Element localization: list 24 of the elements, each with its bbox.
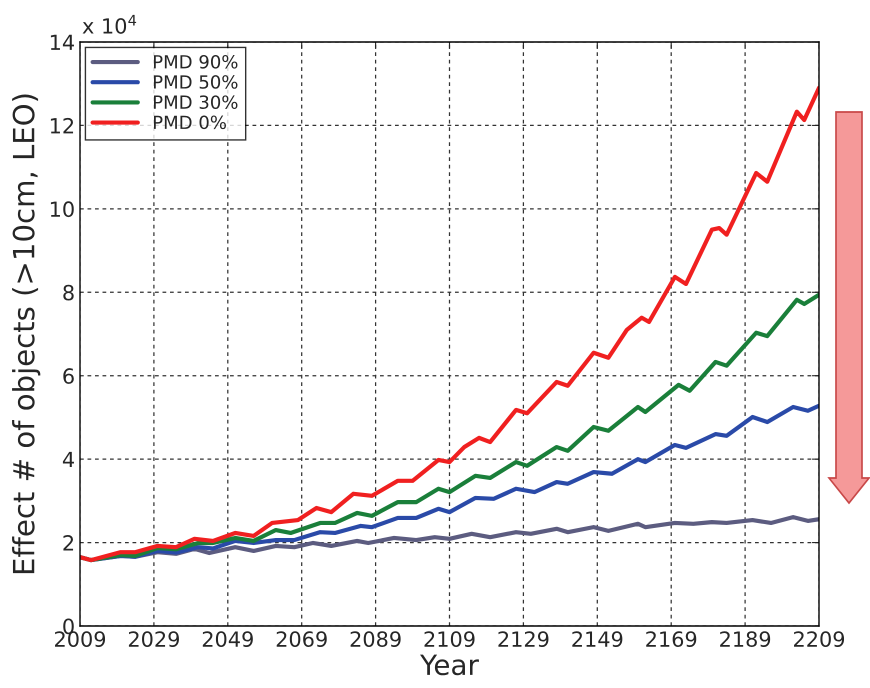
y-tick-label: 14	[50, 34, 74, 50]
y-tick-label: 2	[63, 535, 74, 550]
x-tick-label: 2209	[794, 631, 844, 647]
x-tick-label: 2089	[350, 631, 401, 647]
x-tick-label: 2029	[128, 631, 179, 647]
x-tick-label: 2169	[646, 631, 696, 647]
y-tick-label: 10	[50, 201, 74, 218]
y-tick-label: 12	[50, 118, 74, 134]
legend-label: PMD 30%	[154, 95, 238, 109]
x-tick-label: 2109	[424, 631, 475, 647]
text: x 10$^{4}$	[82, 14, 136, 34]
x-tick-label: 2189	[720, 631, 770, 647]
x-tick-label: 2049	[202, 631, 253, 647]
x-tick-label: 2149	[572, 631, 622, 647]
y-tick-label: 8	[63, 284, 74, 300]
legend-label: PMD 50%	[154, 75, 238, 89]
x-tick-label: 2129	[498, 631, 548, 647]
y-axis-title: Effect # of objects (>10cm, LEO)	[12, 94, 40, 574]
legend-label: PMD 90%	[154, 54, 238, 69]
x-axis-title: Year	[420, 654, 479, 676]
y-tick-label: 6	[63, 368, 74, 384]
legend-label: PMD 0%	[154, 116, 226, 130]
y-tick-label: 4	[62, 452, 74, 468]
x-tick-label: 2069	[276, 631, 327, 647]
